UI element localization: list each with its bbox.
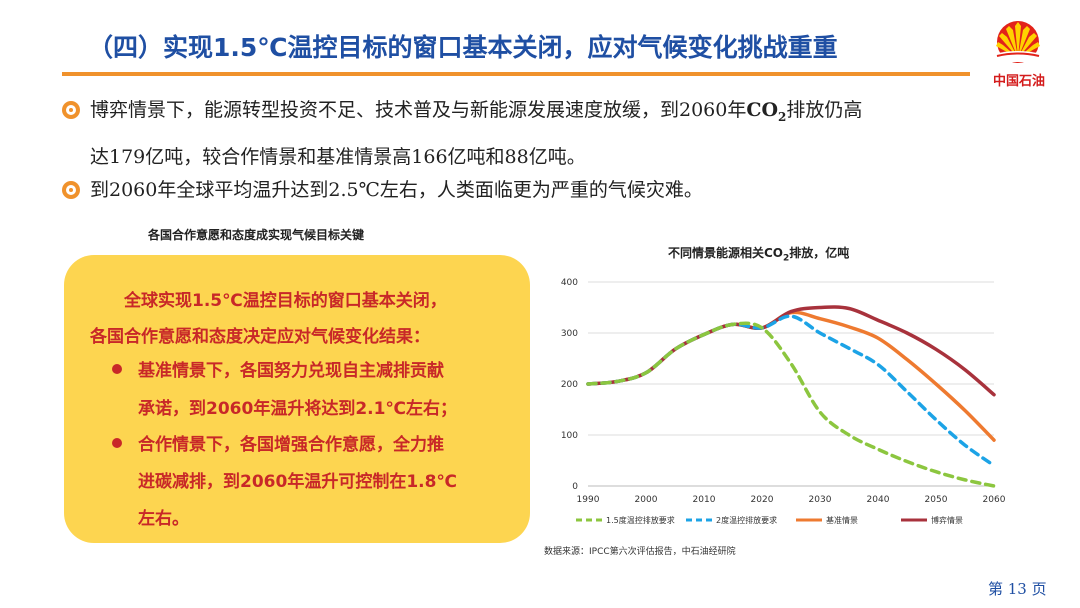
orange-bullet-icon [62,101,80,119]
bullet-1-line-2: 达179亿吨，较合作情景和基准情景高166亿吨和88亿吨。 [90,145,586,168]
y-tick-label: 400 [561,278,578,288]
petrochina-logo-icon [994,21,1042,63]
x-tick-label: 2030 [809,495,832,505]
box-line-2: 各国合作意愿和态度决定应对气候变化结果： [90,327,430,347]
bullet-1: 博弈情景下，能源转型投资不足、技术普及与新能源发展速度放缓，到2060年CO2排… [62,90,1022,177]
y-tick-label: 300 [561,329,578,339]
bullet-2-line-1: 到2060年全球平均温升达到2.5℃左右，人类面临更为严重的气候灾难。 [90,179,703,201]
orange-bullet-icon [62,181,80,199]
series-line-2 [586,310,996,442]
x-tick-label: 2040 [867,495,890,505]
chart-title: 不同情景能源相关CO2排放，亿吨 [668,246,850,264]
legend-label: 1.5度温控排放要求 [606,515,675,525]
left-panel-caption: 各国合作意愿和态度成实现气候目标关键 [148,228,365,242]
legend-label: 基准情景 [826,515,858,525]
x-tick-label: 2060 [983,495,1006,505]
red-bullet-icon [112,364,122,374]
series-line-0 [586,321,996,488]
logo-text: 中国石油 [992,74,1045,89]
y-tick-label: 200 [561,380,578,390]
x-tick-label: 2050 [925,495,948,505]
co2-label: CO2 [746,99,787,124]
red-bullet-icon [112,438,122,448]
bullet-1-line-1: 博弈情景下，能源转型投资不足、技术普及与新能源发展速度放缓，到2060年CO2排… [90,99,863,124]
bullet-2: 到2060年全球平均温升达到2.5℃左右，人类面临更为严重的气候灾难。 [62,170,1022,210]
x-tick-label: 2020 [751,495,774,505]
y-tick-label: 0 [572,482,578,492]
title-underline [62,72,970,76]
box-line-6: 进碳减排，到2060年温升可控制在1.8℃ [138,472,458,492]
series-line-1 [586,314,996,468]
legend-label: 2度温控排放要求 [716,515,777,525]
data-source: 数据来源：IPCC第六次评估报告，中石油经研院 [544,547,736,557]
x-tick-label: 2010 [693,495,716,505]
x-tick-label: 2000 [635,495,658,505]
box-line-3: 基准情景下，各国努力兑现自主减排贡献 [138,361,444,381]
legend-label: 博弈情景 [931,515,963,525]
y-tick-label: 100 [561,431,578,441]
emissions-line-chart: 0 100 200 300 400 1990 2000 2010 2020 2030 2040 205… [561,278,1006,525]
page-number: 第 13 页 [988,580,1047,598]
box-line-4: 承诺，到2060年温升将达到2.1℃左右； [138,399,458,419]
box-line-1: 全球实现1.5℃温控目标的窗口基本关闭， [124,291,447,311]
highlight-box [64,255,530,543]
page-title: （四）实现1.5℃温控目标的窗口基本关闭，应对气候变化挑战重重 [88,33,838,62]
box-line-7: 左右。 [138,509,189,529]
box-line-5: 合作情景下，各国增强合作意愿，全力推 [138,435,444,455]
x-tick-label: 1990 [577,495,600,505]
